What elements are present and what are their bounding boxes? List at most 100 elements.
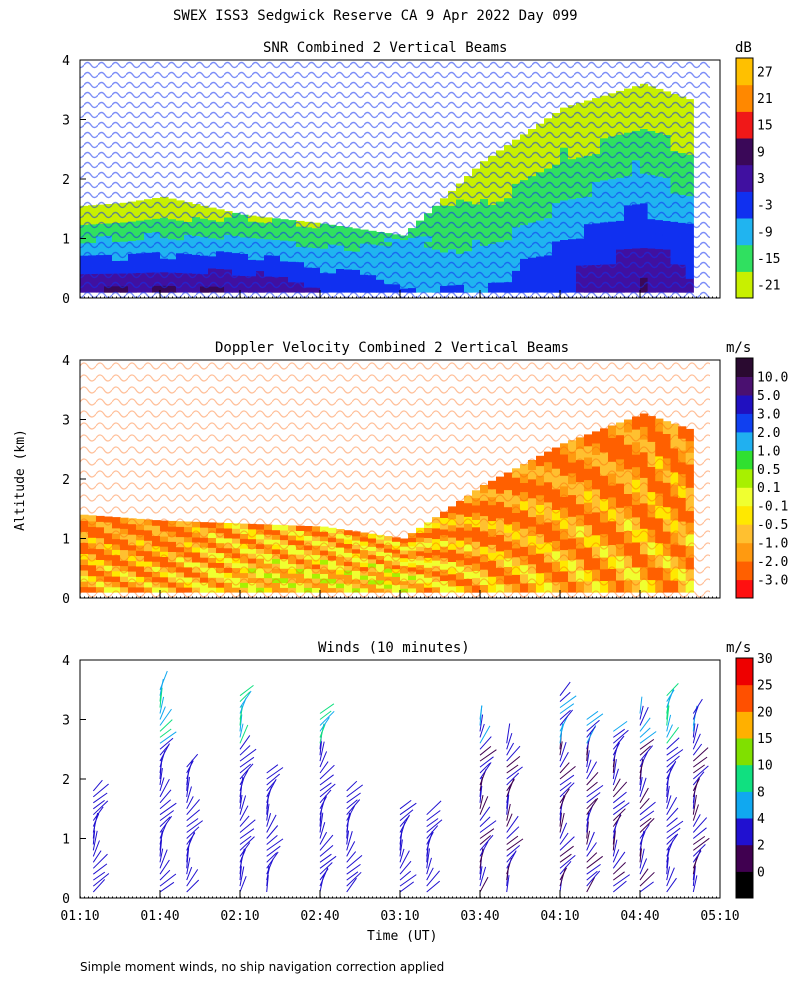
wind-barb (92, 779, 103, 792)
wind-barb (612, 880, 627, 893)
colorbar-level-label: 15 (757, 732, 773, 747)
wind-barb (92, 879, 106, 893)
wind-barb (399, 874, 417, 887)
wind-barb (559, 822, 568, 839)
wind-profile (319, 703, 337, 893)
colorbar-swatch (736, 658, 753, 686)
wind-barb (506, 794, 510, 815)
footer-note: Simple moment winds, no ship navigation … (80, 960, 445, 974)
wind-barb (559, 752, 569, 768)
wind-barb (319, 831, 328, 845)
wind-barb (159, 777, 165, 792)
wind-barb (319, 717, 330, 732)
wind-barb (586, 870, 601, 887)
wind-barb (159, 737, 174, 750)
wind-barb (666, 749, 684, 762)
wind-barb (186, 760, 194, 774)
colorbar-swatch (736, 524, 753, 544)
wind-barb (666, 827, 681, 839)
wind-barb (479, 876, 489, 893)
wind-barb (479, 835, 492, 845)
wind-barb (639, 848, 642, 863)
wind-barb (159, 815, 173, 833)
wind-barb (266, 779, 277, 792)
colorbar-swatch (736, 164, 753, 192)
wind-profile (479, 705, 497, 893)
colorbar-swatch (736, 791, 753, 819)
wind-barb (639, 705, 644, 720)
wind-barb (159, 708, 172, 726)
wind-barb (346, 792, 361, 804)
wind-profile (612, 720, 630, 893)
wind-barb (666, 866, 671, 881)
x-tick-label: 01:10 (60, 909, 99, 924)
wind-barb (639, 777, 647, 798)
wind-barb (346, 855, 363, 869)
colorbar-level-label: 2.0 (757, 426, 780, 441)
wind-barb (479, 749, 497, 762)
wind-barb (559, 691, 571, 702)
wind-barb (399, 881, 414, 893)
wind-barb (186, 818, 199, 828)
wind-barb (639, 727, 651, 738)
wind-barb (559, 703, 575, 714)
wind-barb (239, 763, 254, 780)
wind-barb (239, 819, 256, 833)
wind-barb (559, 741, 567, 762)
wind-barb (159, 768, 163, 786)
wind-barb (692, 765, 709, 780)
wind-profile (666, 683, 684, 893)
y-tick-label: 2 (62, 473, 70, 488)
wind-barb (666, 727, 680, 744)
y-tick-label: 1 (62, 533, 70, 548)
wind-barb (559, 795, 566, 809)
wind-barb (586, 761, 598, 780)
wind-barb (506, 766, 523, 780)
wind-barb (506, 875, 510, 893)
wind-barb (346, 871, 362, 887)
wind-barb (159, 728, 172, 738)
wind-barb (612, 778, 621, 792)
colorbar-level-label: -3 (757, 199, 773, 214)
colorbars: -21 -15 -9 -3 3 9 15 21 27 -3.0 -2.0 -1.0 -0.5 -0.1 0.… (735, 57, 788, 899)
y-axis-label: Altitude (km) (12, 429, 28, 531)
wind-barb (692, 698, 703, 714)
wind-barb (319, 783, 336, 798)
colorbar-level-label: 8 (757, 785, 765, 800)
wind-barb (666, 705, 670, 726)
wind-barb (266, 773, 281, 786)
wind-barb (186, 759, 193, 780)
wind-barb (559, 715, 569, 732)
wind-barb (666, 795, 672, 809)
wind-barb (92, 830, 98, 851)
wind-barb (346, 830, 350, 845)
wind-barb (692, 733, 701, 750)
wind-barb (586, 784, 604, 798)
wind-barb (319, 834, 334, 851)
doppler-panel-title: Doppler Velocity Combined 2 Vertical Bea… (215, 340, 570, 356)
y-tick-label: 2 (62, 773, 70, 788)
wind-barb (559, 866, 567, 887)
wind-barb (346, 799, 358, 810)
wind-barb (159, 706, 166, 720)
wind-barb (666, 817, 678, 827)
wind-barb (319, 862, 333, 875)
wind-barb (319, 855, 337, 869)
y-tick-label: 3 (62, 114, 70, 129)
wind-barb (639, 745, 651, 756)
wind-barb (586, 726, 596, 738)
wind-barb (639, 810, 655, 822)
wind-barb (639, 871, 655, 887)
wind-barb (186, 866, 193, 881)
wind-barb (639, 801, 656, 816)
y-tick-label: 1 (62, 233, 70, 248)
wind-barb (666, 807, 679, 821)
wind-barb (426, 870, 440, 887)
wind-barb (639, 868, 649, 881)
wind-barb (693, 835, 706, 845)
wind-barb (613, 874, 630, 887)
wind-barb (506, 803, 511, 821)
wind-barb (586, 781, 598, 792)
colorbar-level-label: 5.0 (757, 389, 780, 404)
wind-barb (319, 822, 326, 839)
